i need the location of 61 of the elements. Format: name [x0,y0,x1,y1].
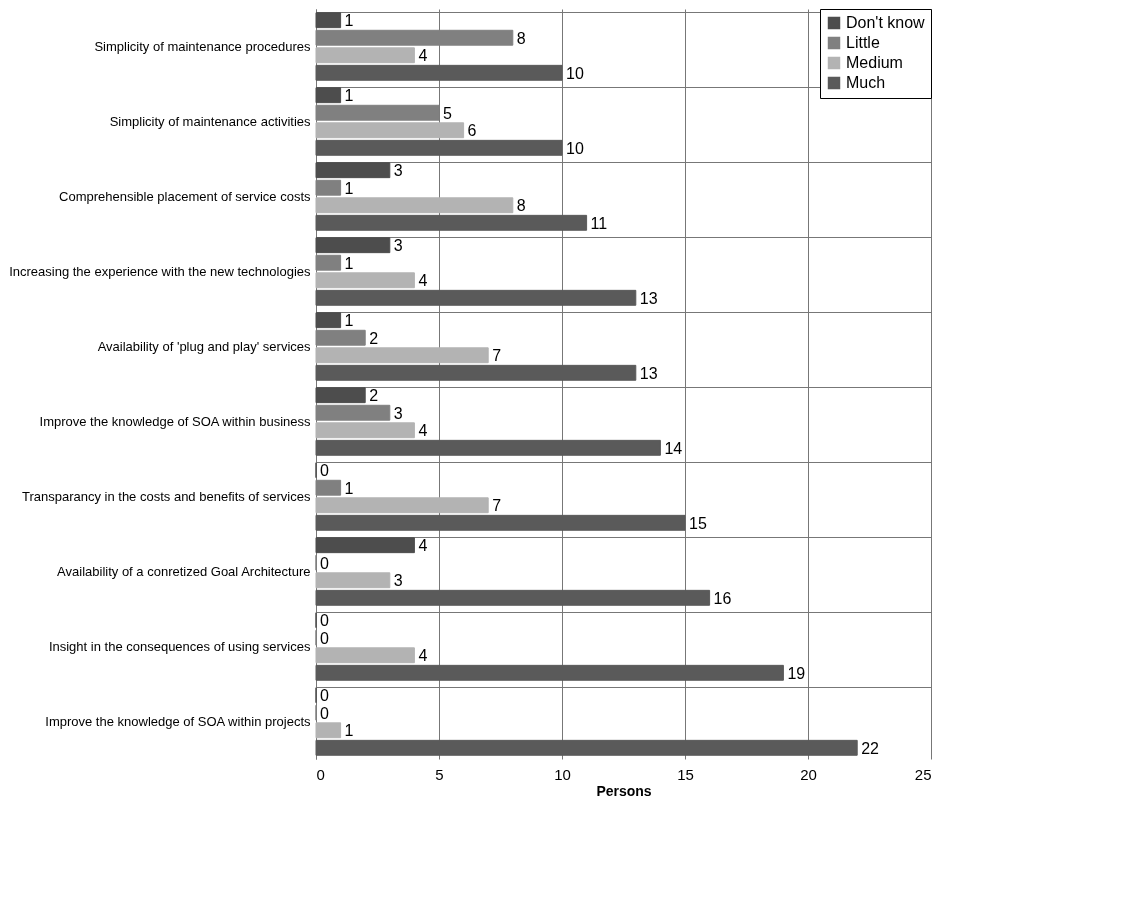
y-tick-label: Insight in the consequences of using services [48,638,311,654]
data-label: 22 [861,739,880,757]
data-label: 6 [467,122,477,140]
data-label: 1 [344,87,354,105]
data-label: 16 [713,589,732,607]
y-tick-label: Improve the knowledge of SOA within projects [45,713,311,729]
y-tick-label: Simplicity of maintenance procedures [94,38,311,54]
legend-label: Don't know [846,14,926,31]
data-label: 2 [369,387,379,405]
data-label: 7 [492,347,502,365]
data-label: 0 [320,612,329,630]
data-label: 1 [344,12,354,30]
x-tick-label: 20 [800,765,817,783]
data-label: 3 [393,404,403,422]
data-label: 14 [664,439,683,457]
y-tick-label: Availability of a conretized Goal Architecture [57,563,311,579]
data-label: 0 [320,554,329,572]
x-tick-label: 15 [677,765,694,783]
data-label: 0 [320,629,329,647]
x-tick-label: 10 [554,765,571,783]
data-label: 4 [418,647,428,665]
legend-label: Much [846,74,886,91]
data-label: 15 [689,514,707,532]
data-label: 8 [516,197,526,215]
data-label: 10 [566,64,584,82]
y-tick-label: Improve the knowledge of SOA within business [39,413,311,429]
data-label: 13 [639,364,658,382]
y-tick-label: Increasing the experience with the new technologies [9,263,311,279]
data-label: 4 [418,422,428,440]
data-label: 1 [344,254,354,272]
y-tick-label: Transparancy in the costs and benefits of services [21,488,311,504]
x-tick-label: 5 [435,765,444,783]
data-label: 1 [344,179,354,197]
legend-label: Medium [846,54,903,71]
data-label: 19 [787,664,806,682]
data-label: 0 [320,687,329,705]
data-label: 11 [590,214,608,232]
data-label: 3 [393,572,403,590]
y-tick-label: Comprehensible placement of service costs [59,188,311,204]
data-label: 10 [566,139,584,157]
x-axis-title: Persons [596,782,652,799]
data-label: 4 [418,537,428,555]
y-tick-label: Availability of 'plug and play' services [97,338,311,354]
data-label: 13 [639,289,658,307]
data-label: 1 [344,479,354,497]
legend-label: Little [846,34,880,51]
data-label: 1 [344,722,354,740]
data-label: 7 [492,497,502,515]
x-tick-label: 25 [914,765,932,783]
data-label: 0 [320,704,329,722]
data-label: 5 [443,104,452,122]
data-label: 2 [369,329,379,347]
x-tick-label: 0 [316,765,325,783]
data-label: 4 [418,47,428,65]
y-tick-label: Simplicity of maintenance activities [109,113,311,129]
data-label: 1 [344,312,354,330]
data-label: 3 [393,162,403,180]
data-label: 0 [320,462,329,480]
data-label: 3 [393,237,403,255]
data-label: 4 [418,272,428,290]
data-label: 8 [516,29,526,47]
